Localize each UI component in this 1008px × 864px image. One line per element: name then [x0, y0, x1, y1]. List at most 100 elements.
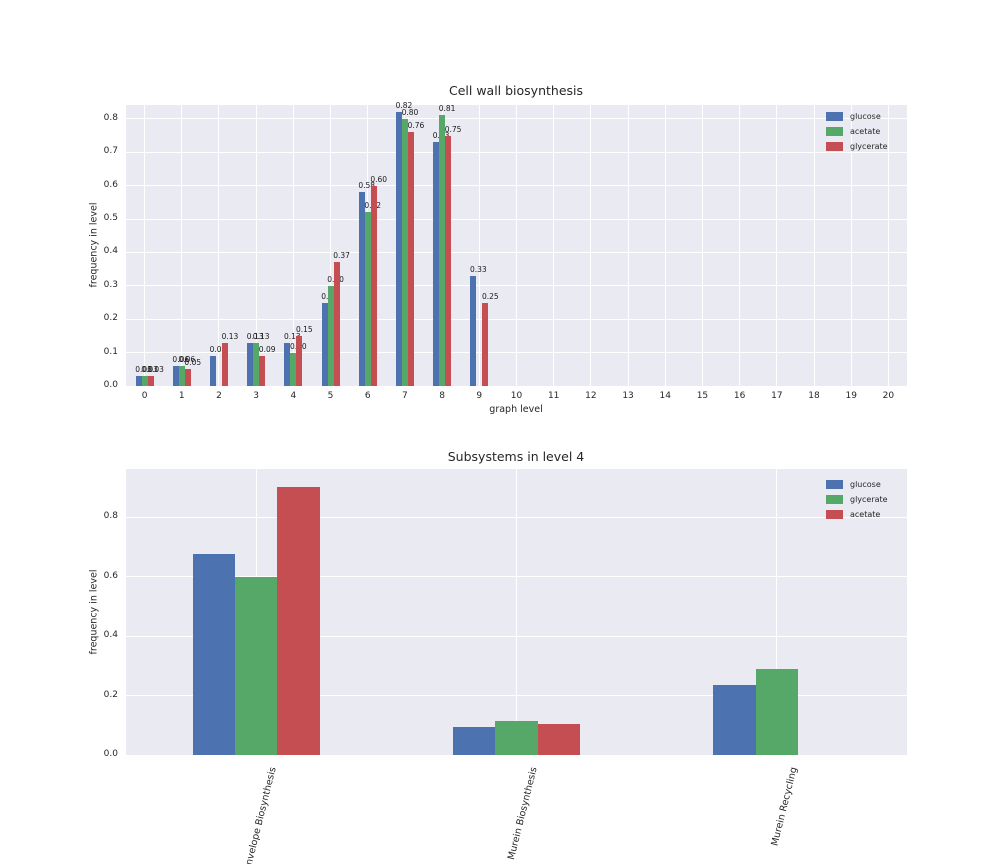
bar-glycerate: [147, 375, 154, 386]
bar-acetate: [141, 375, 148, 386]
bar-value-label: 0.09: [258, 344, 276, 354]
bar-acetate: [537, 723, 580, 755]
gridline-vertical: [627, 105, 629, 386]
bar-glycerate: [221, 342, 228, 386]
bar-glucose: [192, 554, 235, 755]
x-tick-label: 14: [659, 391, 671, 401]
x-tick-label: 15: [696, 391, 709, 401]
y-tick-label: 0.8: [103, 112, 118, 123]
gridline-vertical: [255, 105, 257, 386]
bar-glycerate: [333, 262, 340, 386]
legend-label: glucose: [850, 112, 881, 121]
x-category-label: Murein Biosynthesis: [505, 766, 540, 861]
bar-acetate: [253, 342, 260, 386]
bar-value-label: 0.13: [246, 331, 264, 341]
chart1-plot-area: 0.030.060.090.130.130.250.580.820.730.33…: [126, 101, 907, 387]
x-tick-label: 10: [510, 391, 523, 401]
legend-item: glycerate: [826, 492, 888, 507]
bar-glycerate: [495, 720, 538, 755]
y-tick-label: 0.5: [103, 213, 118, 223]
bar-value-label: 0.15: [295, 324, 313, 334]
bar-glucose: [713, 685, 756, 755]
x-tick-label: 16: [733, 391, 746, 401]
bar-value-label: 0.13: [283, 331, 301, 341]
y-tick-label: 0.0: [103, 749, 118, 759]
bar-value-label: 0.37: [333, 251, 350, 261]
chart1-xlabel: graph level: [489, 404, 543, 415]
legend-swatch-glycerate: [826, 142, 843, 151]
gridline-vertical: [144, 105, 146, 386]
x-tick-label: 18: [808, 391, 820, 401]
bar-value-label: 0.13: [252, 331, 270, 341]
gridline-vertical: [701, 105, 703, 386]
x-tick-label: 2: [216, 391, 222, 401]
bar-value-label: 0.80: [401, 107, 419, 117]
gridline-vertical: [292, 105, 294, 386]
x-tick-label: 8: [439, 391, 445, 401]
x-tick-label: 7: [402, 391, 408, 401]
bar-value-label: 0.58: [358, 181, 376, 191]
y-tick-label: 0.4: [103, 630, 118, 640]
legend-item: glycerate: [826, 139, 888, 154]
bar-glycerate: [259, 355, 266, 386]
legend-item: acetate: [826, 507, 888, 522]
legend-swatch-glycerate: [826, 495, 843, 504]
bar-glucose: [247, 342, 254, 386]
gridline-vertical: [516, 105, 517, 386]
legend: glucose acetate glycerate: [826, 109, 888, 154]
x-tick-label: 1: [178, 391, 185, 401]
bar-value-label: 0.76: [407, 121, 425, 131]
x-tick-label: 13: [622, 391, 634, 401]
gridline-vertical: [813, 105, 815, 386]
y-tick-label: 0.6: [103, 179, 118, 190]
gridline-vertical: [776, 469, 778, 755]
bar-value-label: 0.03: [141, 364, 158, 374]
gridline-vertical: [739, 105, 741, 386]
bar-glucose: [395, 112, 402, 386]
y-tick-label: 0.1: [103, 346, 118, 357]
bar-glycerate: [184, 369, 191, 386]
bar-glycerate: [296, 335, 303, 386]
legend: glucose glycerate acetate: [826, 477, 888, 522]
bar-value-label: 0.33: [469, 264, 487, 274]
bar-value-label: 0.03: [147, 364, 164, 374]
bar-acetate: [178, 365, 185, 386]
bar-value-label: 0.13: [221, 331, 239, 341]
bar-glucose: [433, 142, 440, 386]
bar-value-label: 0.82: [395, 101, 413, 111]
bar-glucose: [321, 302, 328, 386]
chart2-ylabel: frequency in level: [88, 569, 100, 655]
legend-label: acetate: [850, 510, 881, 519]
gridline-vertical: [590, 105, 592, 386]
legend-item: glucose: [826, 109, 888, 124]
gridline-vertical: [218, 105, 220, 386]
bar-glucose: [209, 355, 216, 386]
bar-value-label: 0.03: [135, 364, 152, 374]
bar-glycerate: [370, 185, 377, 386]
x-tick-label: 20: [882, 391, 895, 401]
bar-glucose: [135, 375, 142, 386]
bar-glucose: [172, 365, 179, 386]
bar-value-label: 0.09: [209, 344, 227, 354]
x-category-label: Murein Recycling: [769, 766, 800, 848]
y-tick-label: 0.2: [103, 689, 118, 700]
x-tick-label: 11: [547, 391, 560, 401]
x-tick-label: 4: [290, 391, 297, 401]
bar-acetate: [401, 118, 408, 386]
bar-acetate: [439, 115, 446, 386]
bar-value-label: 0.60: [370, 174, 388, 184]
gridline-vertical: [664, 105, 666, 386]
y-tick-label: 0.2: [103, 313, 118, 324]
gridline-vertical: [330, 105, 332, 386]
legend-swatch-glucose: [826, 480, 843, 489]
x-tick-label: 6: [364, 391, 371, 401]
legend-label: glycerate: [850, 142, 888, 151]
chart2-title: Subsystems in level 4: [447, 449, 585, 464]
gridline-vertical: [850, 105, 852, 386]
bar-acetate: [277, 487, 320, 755]
legend-label: acetate: [850, 127, 881, 136]
y-tick-label: 0.4: [103, 246, 118, 257]
bar-glycerate: [482, 302, 489, 386]
gridline-vertical: [181, 105, 183, 386]
